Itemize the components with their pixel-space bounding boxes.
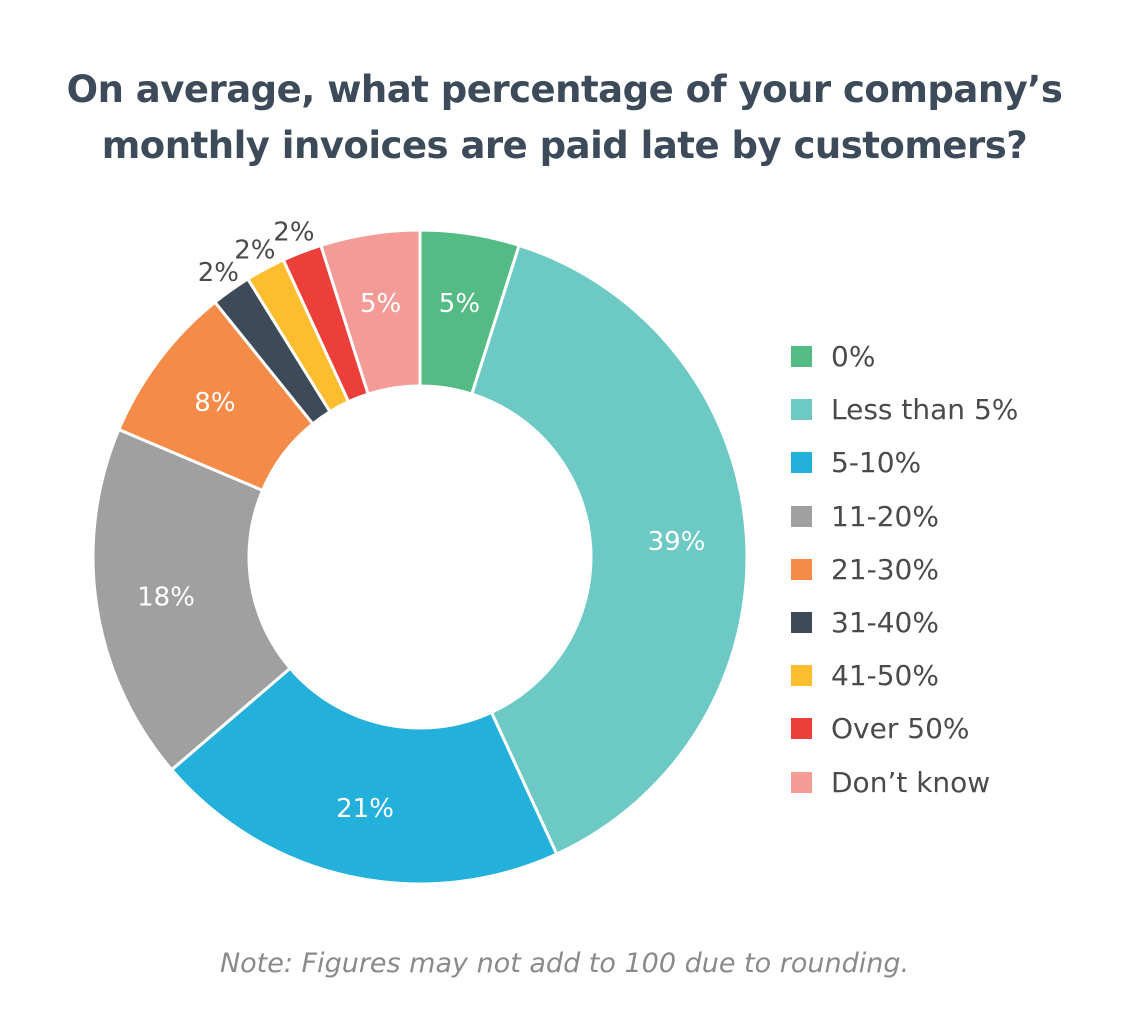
legend-label: 21-30% [831,552,939,586]
legend-item: 31-40% [791,596,1018,649]
chart-title-line-2: monthly invoices are paid late by custom… [101,124,1028,167]
chart-title: On average, what percentage of your comp… [0,62,1129,174]
slice-label-4: 8% [194,388,235,418]
slice-8 [318,228,422,396]
legend-item: 41-50% [791,649,1018,702]
slice-label-0: 5% [439,289,480,319]
legend-swatch [791,346,812,368]
legend-label: 11-20% [831,499,939,533]
slice-label-5: 2% [198,258,239,288]
legend-swatch [791,558,812,580]
legend-swatch [791,505,812,527]
slice-label-2: 21% [336,794,394,824]
legend-label: Don’t know [831,765,991,799]
donut-chart: 5%39%21%18%8%2%2%2%5% [91,218,749,886]
legend-item: Less than 5% [791,383,1018,436]
legend-label: 5-10% [831,446,922,480]
legend-item: 0% [791,330,1018,383]
slice-3 [91,427,293,772]
legend-swatch [791,718,812,740]
legend-label: Less than 5% [831,393,1019,427]
legend-label: 41-50% [831,659,939,693]
legend-item: Don’t know [791,756,1018,809]
slice-2 [169,666,559,886]
slice-label-8: 5% [360,289,401,319]
legend-swatch [791,399,812,421]
legend-item: 21-30% [791,543,1018,596]
legend-item: 5-10% [791,436,1018,489]
chart-title-line-1: On average, what percentage of your comp… [66,68,1063,111]
slice-label-6: 2% [234,236,275,266]
legend-swatch [791,612,812,634]
legend-swatch [791,771,812,793]
legend-label: Over 50% [831,712,970,746]
legend-swatch [791,452,812,474]
legend-item: Over 50% [791,702,1018,755]
legend-label: 0% [831,340,876,374]
chart-legend: 0% Less than 5% 5-10% 11-20% 21-30% 31-40% 41-… [791,330,1018,809]
slice-1 [469,243,749,857]
legend-label: 31-40% [831,606,939,640]
legend-swatch [791,665,812,687]
footnote: Note: Figures may not add to 100 due to … [219,948,910,979]
slice-label-1: 39% [648,527,706,557]
slice-label-3: 18% [137,582,195,612]
legend-item: 11-20% [791,490,1018,543]
slice-label-7: 2% [273,218,314,248]
